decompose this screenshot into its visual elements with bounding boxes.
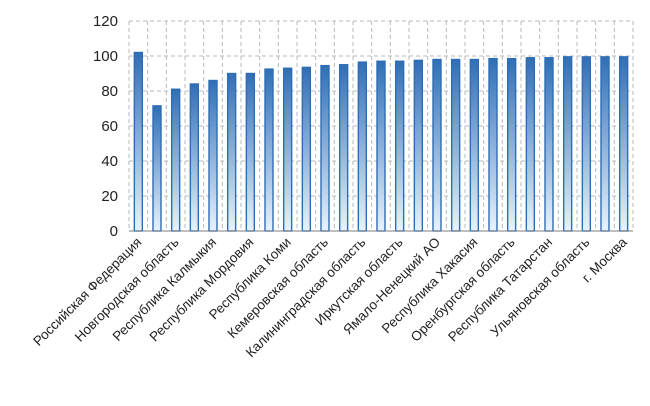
bar: [525, 57, 536, 232]
bar: [413, 59, 424, 232]
bar: [226, 72, 237, 232]
bar: [544, 57, 554, 232]
bar: [488, 57, 498, 232]
y-tick-label: 120: [93, 13, 118, 30]
bar: [376, 60, 386, 232]
bar: [170, 88, 181, 232]
bar: [469, 58, 480, 232]
bar: [357, 61, 368, 232]
bar: [600, 56, 610, 232]
bar: [133, 51, 144, 232]
bar: [320, 64, 330, 232]
y-tick-label: 40: [101, 153, 118, 170]
y-tick-label: 0: [110, 223, 118, 240]
bar: [264, 68, 274, 232]
bar: [432, 58, 442, 232]
bar: [208, 79, 218, 232]
bar: [618, 56, 629, 232]
grid: [128, 20, 634, 231]
bar: [450, 58, 461, 232]
y-tick-label: 20: [101, 188, 118, 205]
bar: [394, 60, 405, 232]
bar: [152, 105, 162, 232]
y-tick-label: 80: [101, 83, 118, 100]
bar: [338, 64, 349, 232]
y-tick-label: 60: [101, 118, 118, 135]
bar: [282, 67, 293, 232]
bar: [562, 56, 573, 232]
bar: [301, 66, 312, 232]
bar: [245, 72, 256, 232]
bar: [581, 56, 592, 232]
bars: [133, 51, 629, 232]
y-tick-label: 100: [93, 48, 118, 65]
bar: [506, 57, 517, 232]
bar: [189, 83, 200, 232]
